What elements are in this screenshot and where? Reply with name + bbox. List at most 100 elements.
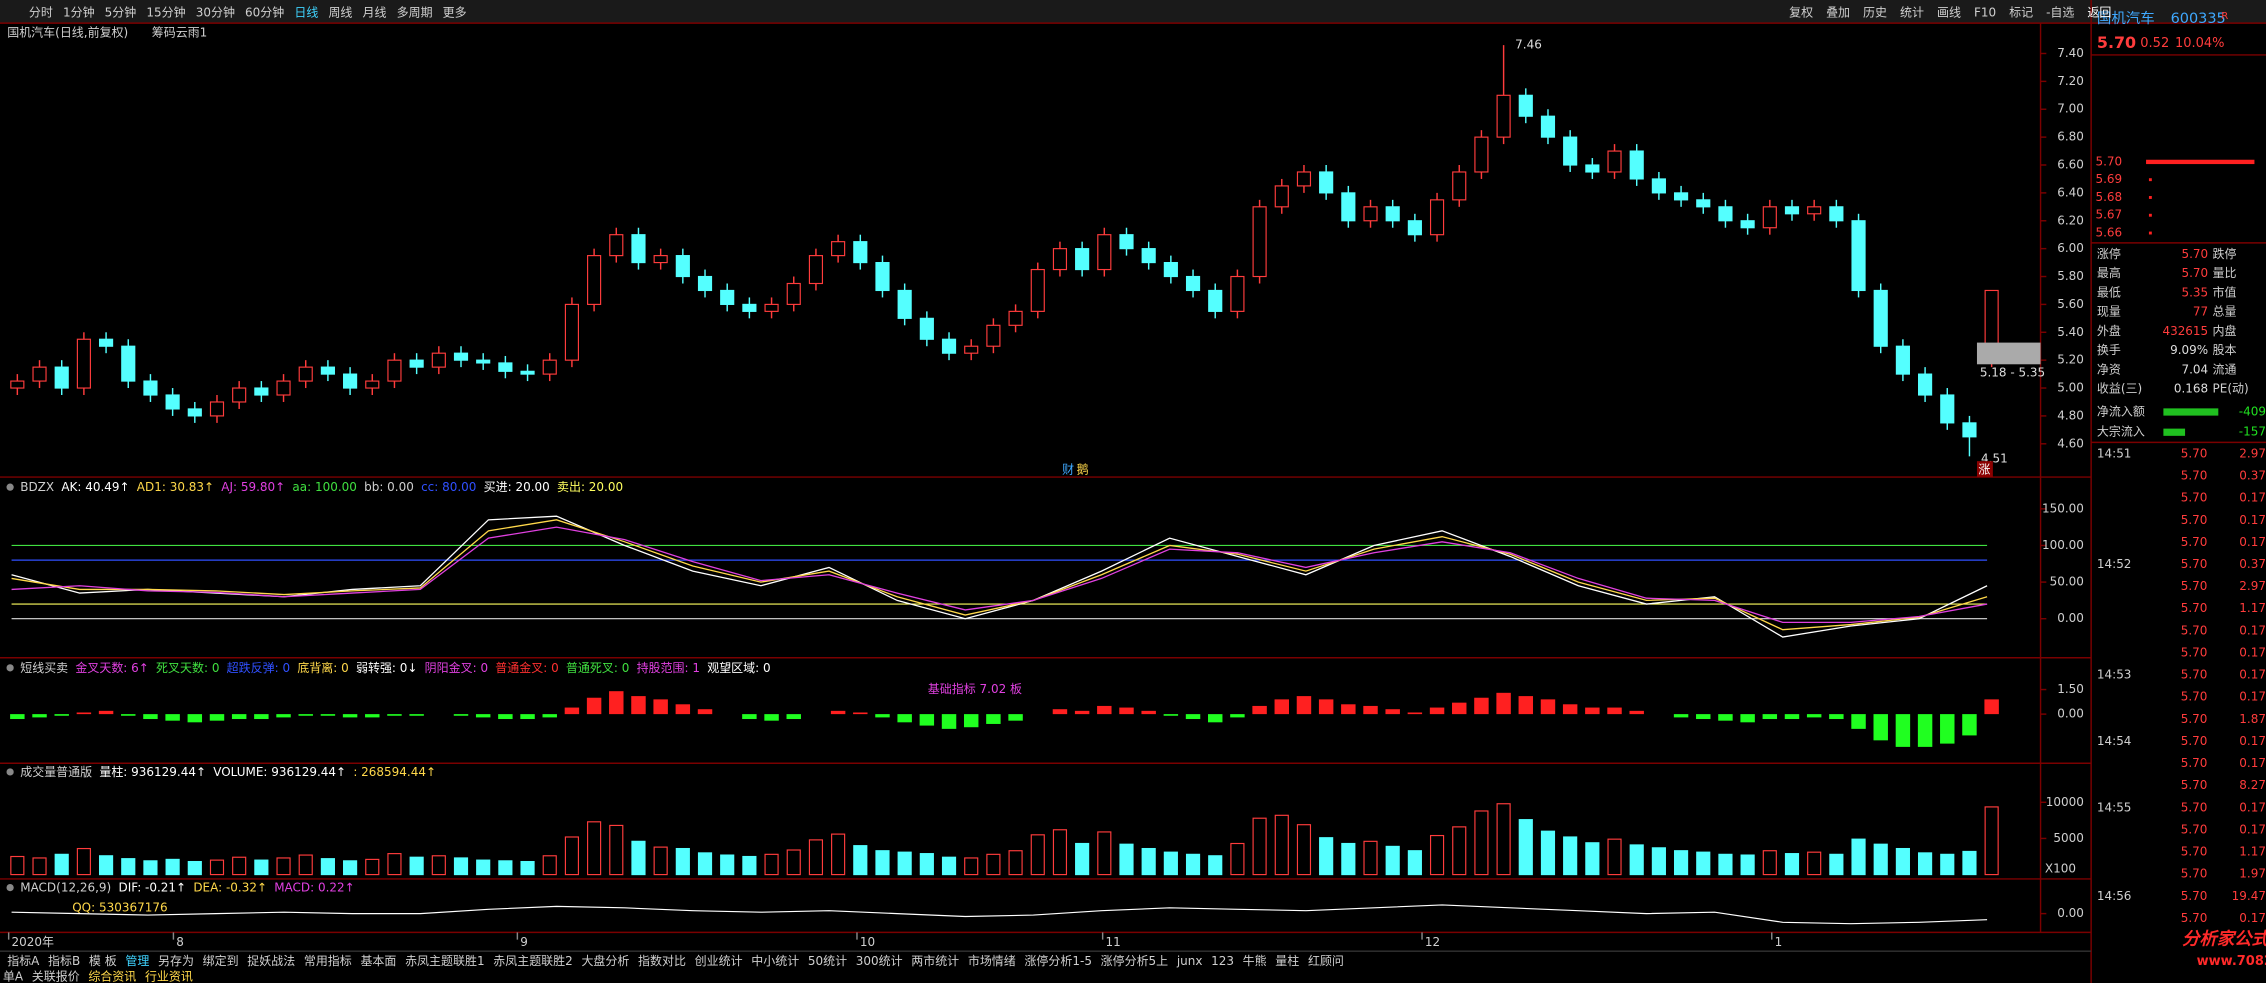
signal-bar (1829, 714, 1844, 720)
legend-item: 超跌反弹: 0 (227, 659, 290, 674)
stat-label: PE(动) (2213, 382, 2249, 396)
tool-button[interactable]: 历史 (1863, 6, 1887, 20)
stat-value: 0.168 (2174, 382, 2208, 396)
tab[interactable]: 123 (1211, 954, 1234, 968)
date-label: 12 (1425, 935, 1440, 949)
signal-bar (1740, 714, 1755, 723)
tool-button[interactable]: -自选 (2046, 6, 2074, 20)
tab[interactable]: 捉妖战法 (247, 953, 295, 968)
stat-value: 432615 (2162, 324, 2208, 338)
period-button[interactable]: 日线 (294, 6, 318, 20)
tab[interactable]: 红顾问 (1308, 953, 1344, 968)
tab[interactable]: 牛熊 (1243, 953, 1267, 968)
volume-bar (786, 849, 801, 876)
tab[interactable]: 模 板 (89, 954, 117, 968)
period-button[interactable]: 多周期 (397, 6, 433, 20)
period-button[interactable]: 30分钟 (196, 5, 235, 20)
volume-bar (320, 858, 335, 876)
signal-bar (764, 714, 779, 721)
trade-price: 5.70 (2181, 668, 2208, 682)
book-bar (2148, 213, 2152, 217)
volume-bar (76, 847, 91, 876)
period-button[interactable]: 月线 (363, 6, 387, 20)
tab[interactable]: 大盘分析 (581, 953, 629, 968)
tool-button[interactable]: 统计 (1900, 6, 1924, 20)
volume-bar (54, 853, 69, 876)
footer-tab[interactable]: 综合资讯 (88, 969, 136, 983)
signal-bar (54, 714, 69, 716)
candle-body (1097, 234, 1112, 271)
tool-button[interactable]: F10 (1974, 6, 1996, 20)
tab[interactable]: 涨停分析1-5 (1024, 953, 1092, 968)
tool-button[interactable]: 标记 (2009, 6, 2033, 20)
period-button[interactable]: 5分钟 (105, 5, 137, 20)
tab[interactable]: 赤凤主题联胜1 (405, 953, 485, 968)
signal-bar (1074, 710, 1090, 715)
volume-bar (1363, 840, 1378, 876)
date-label: 8 (176, 935, 184, 949)
flow-label: 净流入额 (2097, 404, 2145, 418)
tab[interactable]: 300统计 (856, 954, 903, 968)
stat-value: 5.35 (2182, 285, 2209, 299)
period-button[interactable]: 更多 (443, 6, 467, 20)
signal-bar (1540, 699, 1556, 715)
signal-bar (143, 714, 158, 720)
footer-tab[interactable]: 关联报价 (32, 969, 80, 983)
volume-bar (431, 855, 446, 876)
legend-item: BDZX (20, 480, 54, 494)
signal-bar (1052, 709, 1068, 715)
period-button[interactable]: 15分钟 (146, 5, 185, 20)
trade-volume: 0.17 (2239, 690, 2266, 704)
candle-body (76, 338, 91, 389)
candle-body (1474, 136, 1489, 173)
candle-body (476, 359, 491, 364)
period-button[interactable]: 分时 (29, 6, 53, 20)
tab[interactable]: 赤凤主题联胜2 (493, 953, 573, 968)
trade-price: 5.70 (2181, 734, 2208, 748)
tab[interactable]: 两市统计 (911, 953, 959, 968)
tab[interactable]: 涨停分析5上 (1101, 953, 1169, 968)
indicator-line (11, 515, 1988, 638)
tab[interactable]: 指标B (48, 953, 80, 968)
y-tick-label: 150.00 (2042, 501, 2084, 515)
tab[interactable]: 基本面 (360, 954, 396, 968)
tab[interactable]: 指标A (7, 953, 40, 968)
tab[interactable]: junx (1176, 954, 1203, 968)
trade-price: 5.70 (2181, 756, 2208, 770)
tool-button[interactable]: 返回 (2087, 6, 2111, 20)
tab[interactable]: 绑定到 (203, 953, 239, 968)
candle-body (1185, 275, 1201, 292)
period-button[interactable]: 1分钟 (63, 5, 95, 20)
tab[interactable]: 量柱 (1275, 953, 1299, 968)
candle-body (1230, 275, 1245, 312)
trade-price: 5.70 (2181, 601, 2208, 615)
tab[interactable]: 另存为 (158, 954, 194, 968)
candle-body (986, 324, 1001, 347)
tool-button[interactable]: 画线 (1937, 6, 1961, 20)
legend-item: cc: 80.00 (421, 480, 476, 494)
signal-bar (875, 714, 890, 718)
legend-item: : 268594.44↑ (353, 764, 436, 778)
volume-bar (1030, 834, 1045, 876)
flag: R (2221, 11, 2228, 22)
footer-tab[interactable]: 行业资讯 (145, 970, 193, 983)
tab[interactable]: 中小统计 (751, 953, 799, 968)
signal-bar (897, 714, 912, 723)
tab[interactable]: 管理 (125, 953, 149, 968)
period-button[interactable]: 60分钟 (245, 5, 284, 20)
signal-bar (1163, 714, 1179, 716)
candle-body (298, 366, 313, 382)
volume-bar (808, 839, 824, 876)
period-button[interactable]: 周线 (328, 6, 352, 20)
footer-tab[interactable]: 单A (3, 970, 24, 983)
tab[interactable]: 常用指标 (304, 953, 352, 968)
tab[interactable]: 市场情绪 (968, 953, 1016, 968)
tool-button[interactable]: 复权 (1789, 6, 1813, 20)
tab[interactable]: 创业统计 (695, 954, 743, 968)
tab[interactable]: 50统计 (808, 954, 847, 968)
tab[interactable]: 指数对比 (638, 953, 686, 968)
legend-item: DIF: -0.21↑ (118, 880, 186, 894)
tool-button[interactable]: 叠加 (1826, 6, 1850, 20)
